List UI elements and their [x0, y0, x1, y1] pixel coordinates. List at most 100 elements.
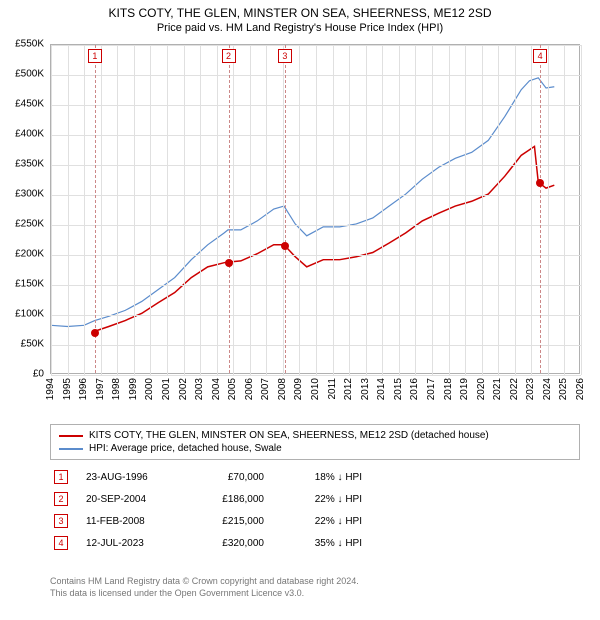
ytick-label: £250K — [0, 219, 44, 230]
transaction-pct: 22% ↓ HPI — [282, 494, 362, 505]
transaction-date: 11-FEB-2008 — [86, 516, 176, 527]
gridline-v — [333, 45, 334, 375]
xtick-label: 1998 — [111, 378, 122, 400]
chart-subtitle: Price paid vs. HM Land Registry's House … — [0, 20, 600, 38]
xtick-label: 2024 — [542, 378, 553, 400]
legend-swatch — [59, 435, 83, 437]
transaction-row: 3 11-FEB-2008 £215,000 22% ↓ HPI — [54, 510, 362, 532]
transaction-marker: 3 — [54, 514, 68, 528]
footnote: Contains HM Land Registry data © Crown c… — [50, 576, 359, 599]
transaction-price: £215,000 — [194, 516, 264, 527]
transaction-pct: 22% ↓ HPI — [282, 516, 362, 527]
xtick-label: 2015 — [393, 378, 404, 400]
gridline-v — [117, 45, 118, 375]
gridline-v — [515, 45, 516, 375]
marker-guideline — [229, 45, 230, 373]
xtick-label: 2021 — [492, 378, 503, 400]
ytick-label: £0 — [0, 369, 44, 380]
transaction-row: 220-SEP-2004£186,00022% ↓ HPI — [54, 488, 362, 510]
xtick-label: 2026 — [575, 378, 586, 400]
ytick-label: £100K — [0, 309, 44, 320]
gridline-v — [51, 45, 52, 375]
xtick-label: 2000 — [144, 378, 155, 400]
series-line-hpi — [51, 78, 554, 327]
gridline-v — [266, 45, 267, 375]
transaction-date: 23-AUG-1996 — [86, 472, 176, 483]
xtick-label: 1994 — [45, 378, 56, 400]
gridline-v — [250, 45, 251, 375]
gridline-v — [581, 45, 582, 375]
gridline-v — [68, 45, 69, 375]
legend-swatch — [59, 448, 83, 450]
transaction-pct: 35% ↓ HPI — [282, 538, 362, 549]
gridline-h — [51, 375, 581, 376]
ytick-label: £450K — [0, 99, 44, 110]
xtick-label: 2009 — [293, 378, 304, 400]
xtick-label: 2022 — [509, 378, 520, 400]
chart-svg — [51, 45, 579, 373]
ytick-label: £150K — [0, 279, 44, 290]
chart-title: KITS COTY, THE GLEN, MINSTER ON SEA, SHE… — [0, 0, 600, 20]
legend-label: KITS COTY, THE GLEN, MINSTER ON SEA, SHE… — [89, 430, 489, 441]
transaction-row: 412-JUL-2023£320,00035% ↓ HPI — [54, 532, 362, 554]
gridline-v — [564, 45, 565, 375]
footnote-line: Contains HM Land Registry data © Crown c… — [50, 576, 359, 588]
ytick-label: £400K — [0, 129, 44, 140]
xtick-label: 2004 — [211, 378, 222, 400]
gridline-v — [217, 45, 218, 375]
gridline-v — [498, 45, 499, 375]
xtick-label: 2020 — [476, 378, 487, 400]
gridline-v — [432, 45, 433, 375]
xtick-label: 2008 — [277, 378, 288, 400]
transaction-price: £186,000 — [194, 494, 264, 505]
xtick-label: 2017 — [426, 378, 437, 400]
marker-box: 1 — [88, 49, 102, 63]
legend-row: KITS COTY, THE GLEN, MINSTER ON SEA, SHE… — [59, 429, 571, 442]
gridline-v — [283, 45, 284, 375]
gridline-v — [349, 45, 350, 375]
marker-box: 3 — [278, 49, 292, 63]
series-line-price_paid — [95, 146, 555, 331]
xtick-label: 2023 — [525, 378, 536, 400]
marker-guideline — [285, 45, 286, 373]
transaction-price: £320,000 — [194, 538, 264, 549]
gridline-v — [531, 45, 532, 375]
xtick-label: 2019 — [459, 378, 470, 400]
legend: KITS COTY, THE GLEN, MINSTER ON SEA, SHE… — [50, 424, 580, 460]
transaction-pct: 18% ↓ HPI — [282, 472, 362, 483]
transaction-marker: 2 — [54, 492, 68, 506]
gridline-v — [316, 45, 317, 375]
gridline-v — [101, 45, 102, 375]
gridline-v — [382, 45, 383, 375]
xtick-label: 2025 — [558, 378, 569, 400]
xtick-label: 2001 — [161, 378, 172, 400]
gridline-v — [449, 45, 450, 375]
transaction-marker: 4 — [54, 536, 68, 550]
xtick-label: 2012 — [343, 378, 354, 400]
xtick-label: 2005 — [227, 378, 238, 400]
xtick-label: 2013 — [360, 378, 371, 400]
gridline-v — [482, 45, 483, 375]
xtick-label: 1999 — [128, 378, 139, 400]
marker-dot — [281, 242, 289, 250]
marker-guideline — [540, 45, 541, 373]
legend-label: HPI: Average price, detached house, Swal… — [89, 443, 282, 454]
gridline-v — [184, 45, 185, 375]
legend-row: HPI: Average price, detached house, Swal… — [59, 442, 571, 455]
xtick-label: 1995 — [62, 378, 73, 400]
footnote-line: This data is licensed under the Open Gov… — [50, 588, 359, 600]
gridline-v — [366, 45, 367, 375]
marker-dot — [536, 179, 544, 187]
gridline-v — [134, 45, 135, 375]
marker-box: 4 — [533, 49, 547, 63]
ytick-label: £500K — [0, 69, 44, 80]
marker-dot — [91, 329, 99, 337]
chart-container: KITS COTY, THE GLEN, MINSTER ON SEA, SHE… — [0, 0, 600, 620]
transaction-marker: 1 — [54, 470, 68, 484]
gridline-v — [399, 45, 400, 375]
gridline-v — [465, 45, 466, 375]
transactions-table: 123-AUG-1996£70,00018% ↓ HPI220-SEP-2004… — [54, 466, 362, 554]
marker-dot — [225, 259, 233, 267]
xtick-label: 1996 — [78, 378, 89, 400]
ytick-label: £300K — [0, 189, 44, 200]
